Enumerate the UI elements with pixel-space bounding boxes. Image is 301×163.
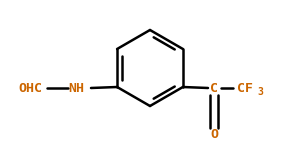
Text: C: C — [210, 82, 218, 95]
Text: CF: CF — [237, 82, 253, 95]
Text: O: O — [210, 128, 218, 141]
Text: 3: 3 — [257, 87, 263, 97]
Text: NH: NH — [68, 82, 84, 95]
Text: OHC: OHC — [18, 82, 42, 95]
